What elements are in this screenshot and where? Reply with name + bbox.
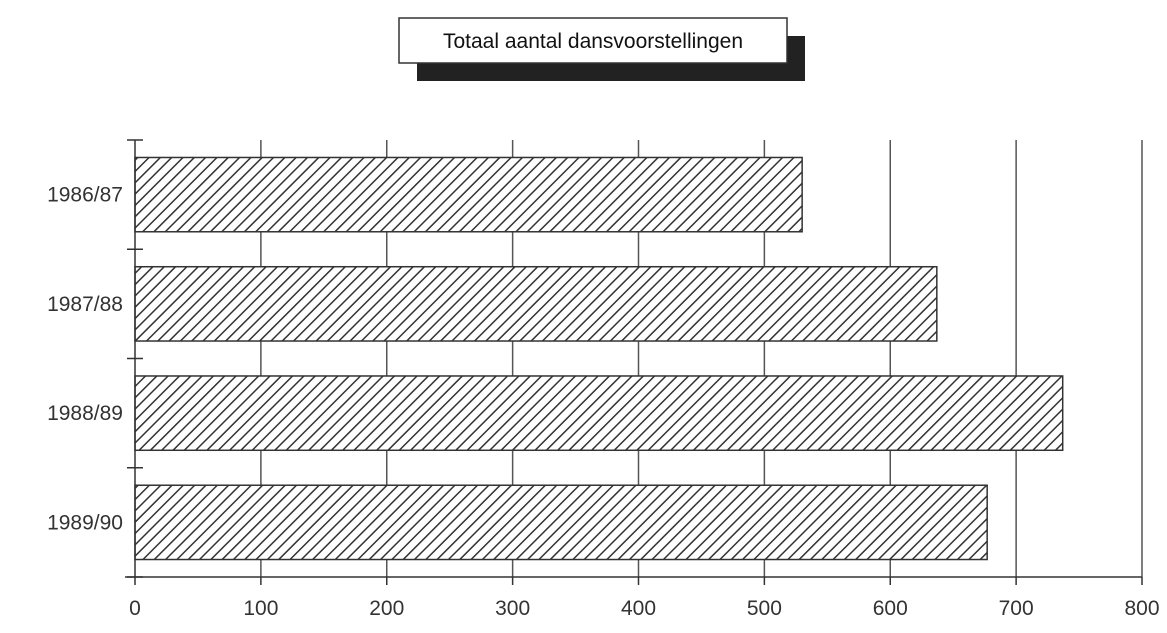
bars <box>134 156 1064 561</box>
chart-title-box: Totaal aantal dansvoorstellingen <box>398 17 805 81</box>
x-tick-label: 700 <box>999 597 1034 620</box>
category-label: 1989/90 <box>47 511 123 534</box>
category-labels: 1986/87 1987/88 1988/89 1989/90 <box>47 184 123 535</box>
x-tick-label: 800 <box>1124 597 1159 620</box>
bar-1986-87 <box>134 156 803 233</box>
x-tick-label: 400 <box>621 597 656 620</box>
x-tick-label: 600 <box>873 597 908 620</box>
bar-1988-89 <box>134 375 1064 452</box>
bar-1987-88 <box>134 265 938 342</box>
x-tick-label: 200 <box>369 597 404 620</box>
axes <box>125 140 1142 578</box>
x-tick-labels: 0 100 200 300 400 500 600 700 800 <box>129 597 1159 620</box>
x-tick-label: 0 <box>129 597 141 620</box>
x-tick-label: 100 <box>243 597 278 620</box>
category-label: 1988/89 <box>47 402 123 425</box>
title-frame <box>398 17 788 64</box>
bar-1989-90 <box>134 484 988 561</box>
x-tick-label: 300 <box>495 597 530 620</box>
x-tick-label: 500 <box>747 597 782 620</box>
category-label: 1986/87 <box>47 184 123 207</box>
category-label: 1987/88 <box>47 293 123 316</box>
chart-title: Totaal aantal dansvoorstellingen <box>443 30 743 53</box>
